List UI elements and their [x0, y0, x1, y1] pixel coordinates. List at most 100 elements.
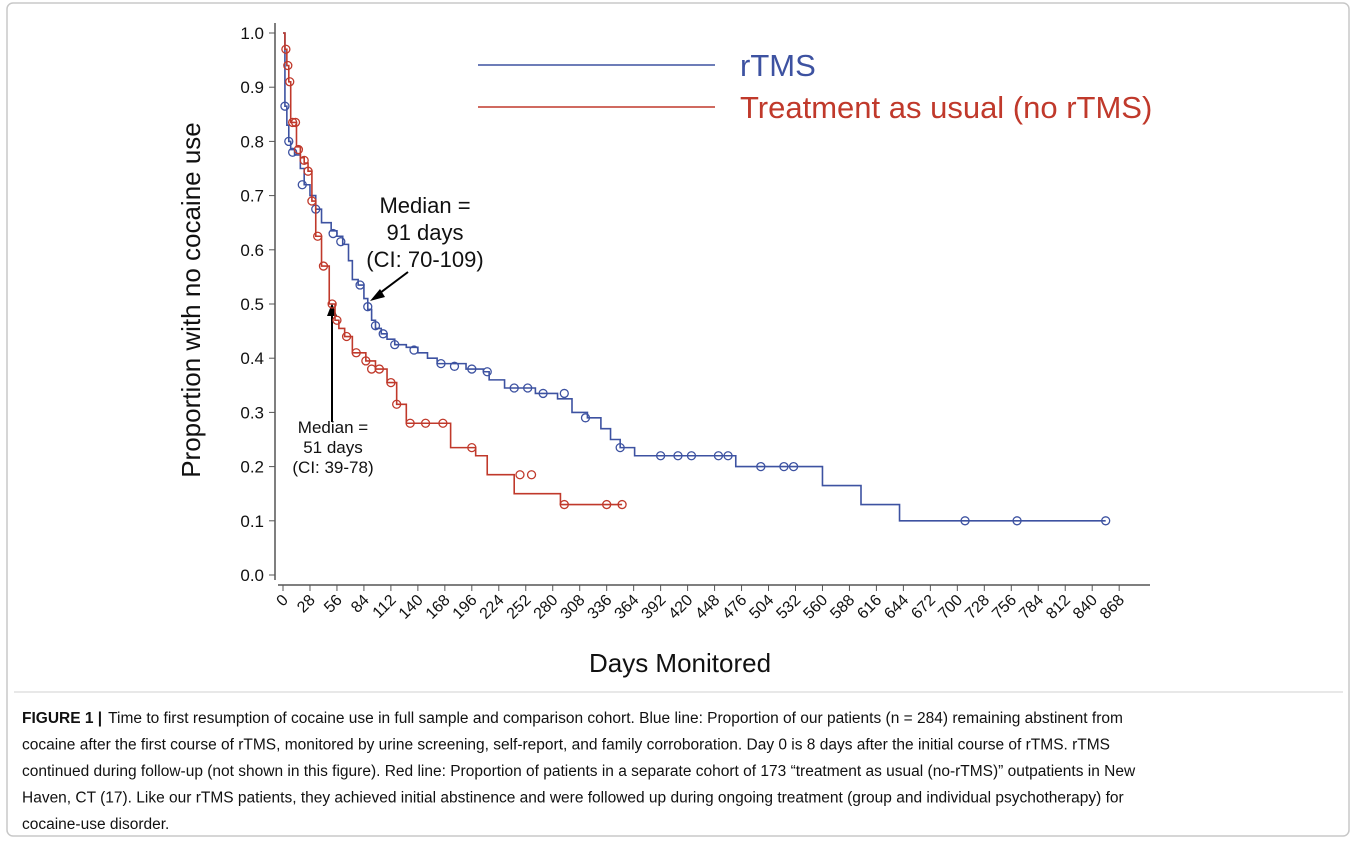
- censor-marker: [509, 383, 519, 393]
- annotation-text: (CI: 70-109): [366, 247, 483, 272]
- x-tick-label: 392: [639, 592, 670, 623]
- y-tick-label: 0.0: [240, 566, 264, 585]
- censor-marker: [960, 516, 970, 526]
- censor-marker: [788, 461, 799, 472]
- censor-marker: [299, 155, 309, 166]
- legend-label: rTMS: [740, 48, 816, 83]
- x-tick-label: 700: [935, 592, 966, 623]
- censor-marker: [1101, 516, 1111, 526]
- x-tick-label: 532: [773, 592, 804, 623]
- annotations: Median =91 days(CI: 70-109)Median =51 da…: [292, 193, 483, 477]
- x-tick-label: 112: [370, 592, 400, 622]
- x-tick-label: 364: [612, 592, 643, 623]
- censor-marker: [386, 377, 396, 388]
- x-tick-label: 196: [450, 592, 481, 623]
- censor-marker: [526, 470, 537, 480]
- annotation-text: Median =: [379, 193, 470, 218]
- y-tick-label: 0.1: [240, 512, 264, 531]
- x-tick-label: 84: [348, 592, 373, 617]
- censor-marker: [374, 364, 384, 374]
- caption-line: cocaine-use disorder.: [22, 816, 169, 833]
- censor-marker: [655, 451, 666, 461]
- censor-marker: [280, 101, 290, 111]
- censor-marker: [559, 499, 569, 510]
- y-tick-label: 0.6: [240, 241, 264, 260]
- censor-marker: [723, 451, 733, 461]
- legend-label: Treatment as usual (no rTMS): [740, 90, 1152, 125]
- censor-marker: [436, 358, 446, 369]
- y-tick-label: 1.0: [240, 24, 264, 43]
- x-tick-label: 420: [666, 592, 697, 623]
- x-tick-label: 0: [274, 592, 292, 610]
- censor-marker: [355, 280, 365, 290]
- x-tick-label: 28: [294, 592, 319, 617]
- y-tick-label: 0.4: [240, 349, 264, 368]
- annotation-text: Median =: [298, 418, 368, 437]
- censor-marker: [363, 302, 373, 312]
- censor-marker: [283, 60, 293, 71]
- censor-marker: [438, 418, 448, 428]
- caption-text: Time to first resumption of cocaine use …: [108, 710, 1123, 727]
- censor-marker: [615, 442, 625, 453]
- censor-marker: [341, 331, 352, 342]
- censor-marker: [617, 499, 627, 510]
- x-tick-label: 560: [800, 592, 831, 623]
- survival-line: [283, 32, 623, 506]
- x-tick-label: 644: [881, 592, 912, 623]
- censor-marker: [467, 364, 477, 374]
- caption-line: cocaine after the first course of rTMS, …: [22, 737, 1110, 754]
- caption: FIGURE 1 | Time to first resumption of co…: [22, 710, 1136, 833]
- censor-marker: [366, 364, 377, 374]
- censor-marker: [779, 461, 789, 472]
- x-tick-label: 868: [1097, 592, 1128, 623]
- caption-line: Haven, CT (17). Like our rTMS patients, …: [22, 790, 1124, 807]
- censor-marker: [390, 339, 400, 350]
- annotation-arrowhead: [370, 289, 385, 301]
- caption-line: continued during follow-up (not shown in…: [22, 763, 1136, 780]
- censor-marker: [467, 442, 477, 453]
- censor-marker: [293, 144, 304, 155]
- annotation-text: 91 days: [386, 220, 463, 245]
- x-tick-label: 308: [558, 592, 589, 623]
- censor-marker: [287, 117, 298, 128]
- censor-marker: [686, 451, 697, 461]
- censor-marker: [449, 361, 460, 371]
- censor-marker: [287, 147, 298, 157]
- x-tick-label: 252: [504, 592, 535, 623]
- censor-marker: [673, 451, 683, 461]
- censor-marker: [405, 418, 415, 428]
- censor-marker: [378, 329, 388, 339]
- x-tick-label: 504: [746, 592, 777, 623]
- censor-marker: [370, 321, 381, 331]
- censor-marker: [332, 315, 342, 325]
- censor-marker: [318, 261, 329, 271]
- x-tick-label: 56: [321, 592, 346, 617]
- censor-marker: [313, 231, 323, 241]
- censor-marker: [297, 180, 307, 190]
- x-tick-label: 784: [1016, 592, 1047, 623]
- censor-marker: [409, 345, 419, 355]
- x-tick-label: 476: [719, 592, 750, 623]
- y-tick-label: 0.2: [240, 458, 264, 477]
- y-tick-label: 0.8: [240, 132, 264, 151]
- censor-marker: [420, 418, 431, 428]
- censor-marker: [351, 348, 361, 358]
- caption-line: FIGURE 1 | Time to first resumption of co…: [22, 710, 1123, 727]
- censor-marker: [523, 383, 533, 393]
- x-tick-label: 756: [989, 592, 1020, 623]
- censor-marker: [559, 388, 569, 399]
- x-tick-label: 840: [1070, 592, 1101, 623]
- x-tick-label: 280: [531, 592, 562, 623]
- censor-marker: [290, 117, 301, 128]
- censor-marker: [482, 367, 492, 377]
- x-tick-label: 168: [423, 592, 454, 623]
- y-tick-label: 0.7: [240, 187, 264, 206]
- x-tick-label: 728: [962, 592, 993, 623]
- y-tick-label: 0.3: [240, 403, 264, 422]
- censor-marker: [328, 228, 338, 239]
- y-tick-label: 0.5: [240, 295, 264, 314]
- x-tick-label: 672: [908, 592, 939, 623]
- annotation-text: (CI: 39-78): [292, 458, 373, 477]
- x-tick-label: 448: [692, 592, 723, 623]
